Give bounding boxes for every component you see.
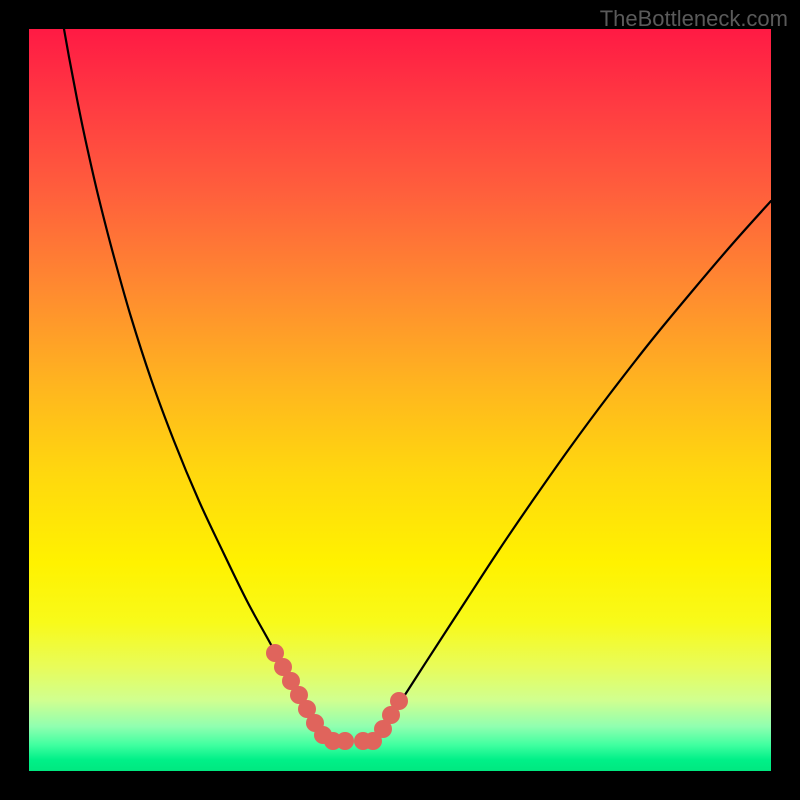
highlight-dot-left-8	[336, 732, 354, 750]
chart-frame: TheBottleneck.com	[0, 0, 800, 800]
bottleneck-curve	[29, 29, 771, 771]
highlight-dot-right-4	[390, 692, 408, 710]
plot-area	[29, 29, 771, 771]
watermark-text: TheBottleneck.com	[600, 6, 788, 32]
curve-left-branch	[64, 29, 321, 731]
curve-right-branch	[382, 201, 771, 729]
